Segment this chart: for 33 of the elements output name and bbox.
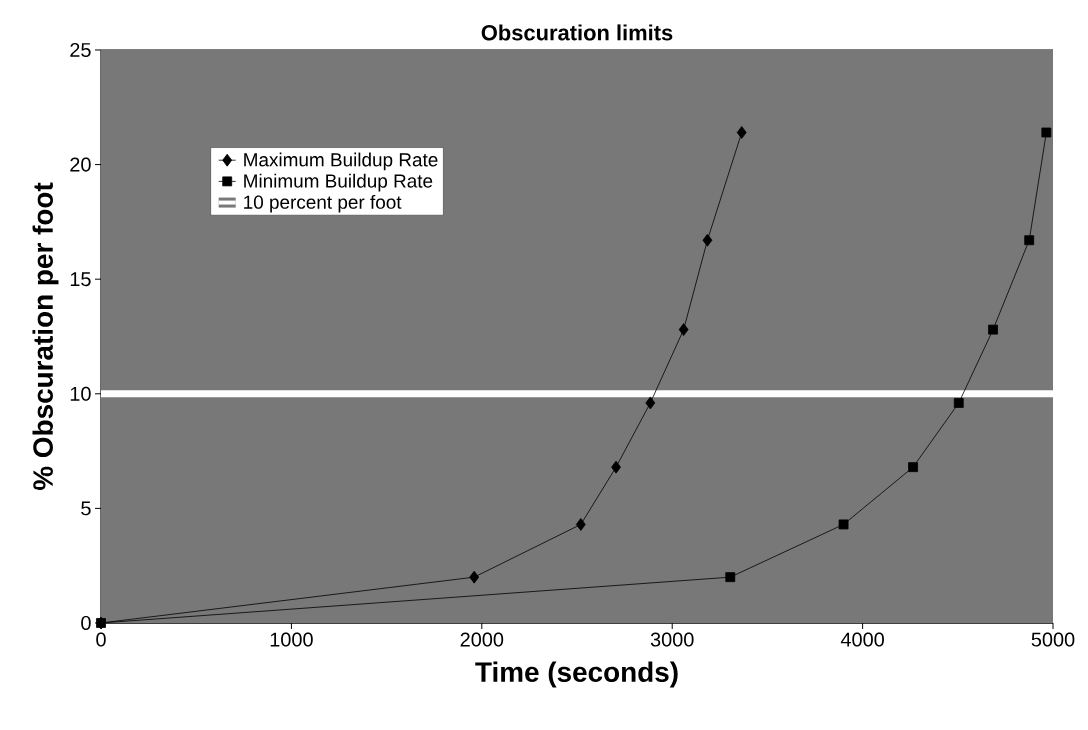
y-tick-label: 25 [70,42,91,58]
point [96,618,106,628]
point [611,460,621,474]
point [575,518,586,531]
y-axis-title: % Obscuration per foot [32,182,59,490]
point [678,323,689,337]
x-tick-label: 4000 [840,632,884,647]
chart-title: Obscuration limits [481,24,673,41]
x-tick-label: 2000 [460,632,504,647]
x-tick-label: 0 [96,632,106,647]
point [702,233,713,247]
x-tick-label: 5000 [1031,632,1075,647]
y-tick-label: 5 [81,501,91,516]
point [725,572,736,583]
point [988,324,998,335]
point [1024,235,1035,246]
y-tick-label: 10 [70,386,91,401]
point [953,398,964,408]
legend-label: 10 percent per foot [244,194,402,213]
y-tick-label: 0 [81,615,91,631]
point [1041,127,1052,138]
legend-label: Maximum Buildup Rate [244,152,438,171]
x-tick-label: 1000 [270,632,313,647]
legend-label: Minimum Buildup Rate [244,173,433,192]
point [469,570,480,584]
point [908,462,918,473]
point [645,396,656,410]
y-tick-label: 15 [70,272,91,287]
point [838,519,849,530]
y-tick-label: 20 [70,157,91,172]
point [736,126,747,139]
x-axis-title: Time (seconds) [475,661,678,688]
x-tick-label: 3000 [650,632,694,647]
